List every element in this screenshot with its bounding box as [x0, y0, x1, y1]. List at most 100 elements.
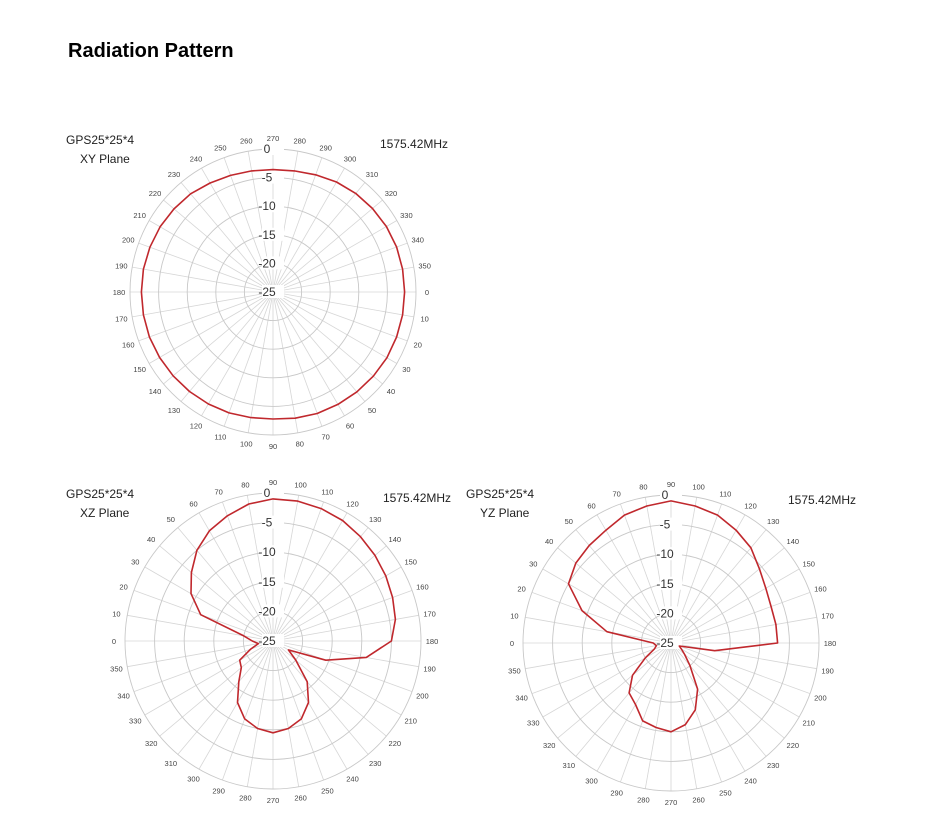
grid-spoke [670, 642, 800, 718]
angle-tick-label: 40 [147, 535, 155, 544]
radial-tick-label: -15 [258, 228, 276, 242]
angle-tick-label: 60 [587, 501, 595, 510]
angle-tick-label: 350 [508, 667, 521, 676]
angle-tick-label: 30 [529, 560, 537, 569]
radial-tick-label: -25 [656, 636, 674, 650]
radial-tick-bg [262, 545, 284, 559]
angle-tick-label: 290 [319, 143, 332, 152]
radial-tick-label: -25 [258, 285, 276, 299]
grid-spoke [247, 291, 274, 433]
angle-tick-label: 300 [187, 775, 200, 784]
grid-spoke [272, 640, 387, 737]
grid-spoke [272, 291, 299, 433]
radial-tick-label: -10 [258, 199, 276, 213]
grid-spoke [272, 590, 413, 642]
grid-spoke [272, 614, 419, 642]
angle-tick-label: 210 [404, 717, 417, 726]
grid-spoke [272, 640, 369, 755]
grid-spoke [542, 642, 672, 718]
radial-tick-bg [660, 606, 682, 620]
radial-tick-bg [262, 574, 284, 588]
angle-tick-label: 120 [190, 421, 203, 430]
angle-tick-label: 170 [821, 611, 834, 620]
angle-tick-label: 20 [414, 341, 422, 350]
radial-tick-label: 0 [264, 142, 271, 156]
angle-tick-label: 290 [610, 788, 623, 797]
radial-tick-bg [660, 576, 682, 590]
angle-tick-label: 220 [787, 741, 800, 750]
grid-spoke [670, 529, 767, 644]
grid-spoke [198, 640, 274, 770]
angle-tick-label: 140 [787, 537, 800, 546]
grid-spoke [159, 640, 274, 737]
frequency-label: 1575.42MHz [380, 137, 448, 151]
grid-spoke [272, 640, 413, 692]
angle-tick-label: 110 [321, 488, 333, 497]
grid-spoke [670, 642, 722, 783]
chart-plane-label: XZ Plane [80, 506, 130, 520]
radial-tick-label: 0 [662, 488, 669, 502]
grid-spoke [272, 640, 324, 781]
radial-tick-label: -10 [258, 545, 276, 559]
grid-spoke [272, 291, 323, 427]
grid-spoke [272, 291, 345, 417]
angle-tick-label: 50 [565, 517, 573, 526]
frequency-label: 1575.42MHz [788, 493, 856, 507]
radial-tick-label: -5 [262, 171, 273, 185]
grid-spoke [222, 501, 274, 642]
page-title: Radiation Pattern [68, 40, 234, 62]
angle-tick-label: 0 [425, 288, 429, 297]
grid-spoke [557, 642, 672, 739]
angle-tick-label: 260 [692, 796, 705, 805]
angle-tick-label: 240 [190, 155, 203, 164]
radial-tick-bg [262, 199, 284, 213]
radial-tick-bg [660, 636, 682, 649]
angle-tick-label: 90 [269, 478, 277, 487]
grid-spoke [132, 266, 274, 293]
grid-spoke [201, 291, 274, 417]
frequency-label: 1575.42MHz [383, 491, 451, 505]
grid-spoke [272, 182, 366, 293]
angle-tick-label: 160 [416, 583, 429, 592]
grid-spoke [272, 199, 383, 293]
angle-tick-label: 250 [719, 788, 732, 797]
radial-tick-label: -20 [258, 604, 276, 618]
angle-tick-label: 240 [744, 777, 757, 786]
grid-spoke [272, 640, 300, 787]
polar-chart-svg: 0 10 20 30 40 50 60 70 80 90 100 110 120 130 140 150 160… [66, 478, 451, 805]
angle-tick-label: 200 [814, 693, 827, 702]
angle-tick-label: 100 [294, 480, 307, 489]
angle-tick-label: 300 [585, 777, 598, 786]
angle-tick-label: 40 [545, 537, 553, 546]
grid-spoke [272, 545, 387, 642]
grid-spoke [525, 642, 672, 670]
radial-tick-label: -5 [660, 518, 671, 532]
angle-tick-label: 230 [168, 170, 181, 179]
angle-tick-label: 20 [119, 583, 127, 592]
chart-title: GPS25*25*4 [66, 487, 134, 501]
angle-tick-label: 160 [122, 341, 135, 350]
angle-tick-label: 270 [267, 134, 280, 143]
angle-tick-label: 280 [293, 136, 306, 145]
chart-plane-label: YZ Plane [480, 506, 530, 520]
grid-spoke [272, 640, 402, 716]
grid-spoke [163, 291, 274, 385]
polar-chart-svg: 0 10 20 30 40 50 60 70 80 90 100 110 120 130 140 150 160… [66, 133, 448, 451]
grid-spoke [246, 640, 274, 787]
pattern-series-line [140, 168, 406, 420]
chart-title: GPS25*25*4 [466, 487, 534, 501]
angle-tick-label: 0 [112, 637, 116, 646]
grid-spoke [148, 220, 274, 293]
angle-tick-label: 0 [510, 639, 514, 648]
grid-spoke [272, 640, 348, 770]
angle-tick-label: 330 [129, 717, 142, 726]
grid-spoke [272, 291, 366, 402]
grid-spoke [222, 640, 274, 781]
grid-spoke [670, 547, 785, 644]
grid-spoke [201, 167, 274, 293]
angle-tick-label: 330 [527, 719, 540, 728]
angle-tick-label: 260 [294, 794, 307, 803]
radial-tick-bg [262, 285, 284, 298]
angle-tick-label: 70 [321, 433, 329, 442]
radial-tick-label: -25 [258, 634, 276, 648]
